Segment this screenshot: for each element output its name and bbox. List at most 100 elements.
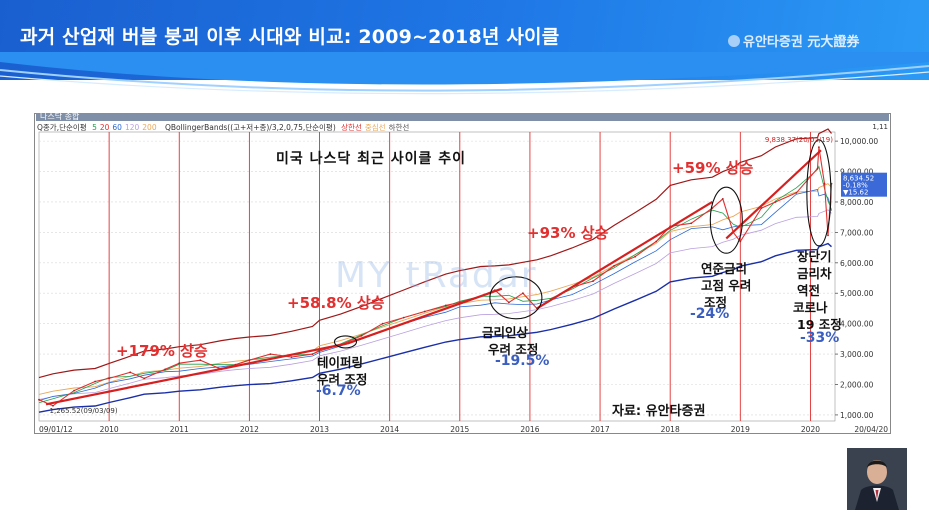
price-point <box>816 167 819 170</box>
x-tick-label: 09/01/12 <box>39 425 73 434</box>
price-point <box>634 255 636 258</box>
price-point <box>444 304 447 307</box>
price-point <box>381 322 384 325</box>
low-marker-label: 1,265.52(09/03/09) <box>50 407 118 415</box>
watermark: MY tRadar <box>335 255 538 296</box>
annotation-gain-179: +179% 상승 <box>116 342 208 360</box>
band-label-2: 하한선 <box>388 123 410 132</box>
annotation-taper-2: 우려 조정 <box>317 372 368 387</box>
y-tick-label: 2,000.00 <box>840 380 874 389</box>
price-point <box>613 265 615 267</box>
x-tick-label: 2013 <box>310 425 329 434</box>
annotation-covid-1: 장단기 <box>797 249 832 264</box>
price-point <box>402 316 405 319</box>
presenter-photo <box>847 448 907 510</box>
x-tick-label: 2016 <box>520 425 539 434</box>
ma-period-20: 20 <box>99 123 110 132</box>
annotation-gain-59: +59% 상승 <box>672 159 754 177</box>
y-tick-label: 7,000.00 <box>840 228 874 237</box>
high-marker-label: 9,838.37(20/02/19) <box>765 136 833 144</box>
y-tick-label: 6,000.00 <box>840 259 874 268</box>
price-point <box>129 371 132 374</box>
trend-line-2016-2018 <box>536 201 713 310</box>
correction-ring-rate <box>489 276 543 320</box>
price-point <box>690 222 693 225</box>
x-tick-label: 2019 <box>731 425 750 434</box>
annotation-covid-pct: -33% <box>800 330 840 346</box>
price-point <box>592 280 594 282</box>
price-point <box>818 146 820 149</box>
annotation-rate-1: 금리인상 <box>482 325 529 340</box>
correction-ring-fed <box>709 186 743 254</box>
trend-line-2009-2013 <box>45 342 348 406</box>
price-point <box>655 240 658 243</box>
brand-logo-icon <box>728 35 740 47</box>
price-point <box>823 182 826 185</box>
price-point <box>269 353 272 355</box>
last-price-label: 8,634.52 <box>843 175 874 183</box>
indicator-label: Q종가,단순이평 <box>37 123 87 132</box>
price-point <box>108 377 110 380</box>
y-tick-label: 9,000.00 <box>840 168 874 177</box>
annotation-rate-pct: -19.5% <box>495 353 550 369</box>
price-point <box>248 359 251 362</box>
x-tick-label: 2012 <box>240 425 259 434</box>
ma-period-120: 120 <box>124 123 140 132</box>
price-point <box>178 362 181 365</box>
price-point <box>423 310 426 313</box>
band-label-1: 중심선 <box>364 123 386 132</box>
bollinger-middle <box>38 183 832 395</box>
annotation-fed-pct: -24% <box>690 306 730 322</box>
annotation-fed-3: 조정 <box>704 295 728 310</box>
panel-title: 나스닥 종합 <box>36 113 889 121</box>
price-point <box>311 353 314 355</box>
correction-ring-taper <box>333 335 358 349</box>
header-wave <box>0 52 929 95</box>
price-point <box>721 198 724 200</box>
bollinger-lower <box>38 242 832 413</box>
price-point <box>360 334 363 337</box>
ma-period-200: 200 <box>142 123 157 132</box>
band-label-list: 상한선 중심선 하한선 <box>341 123 412 132</box>
price-point <box>73 389 75 392</box>
x-tick-label: 2020 <box>801 425 820 434</box>
chart-svg: 1,000.00 2,000.00 3,000.00 4,000.00 5,000.00… <box>38 114 888 434</box>
price-point <box>38 398 40 401</box>
price-point <box>522 292 524 295</box>
chart-frame: 1,000.00 2,000.00 3,000.00 4,000.00 5,000.00… <box>34 113 891 434</box>
y-tick-label: 10,000.00 <box>840 137 878 146</box>
annotation-gain-93: +93% 상승 <box>527 224 609 242</box>
price-point <box>164 368 167 371</box>
annotation-fed-1: 연준금리 <box>701 261 748 276</box>
annotation-fed-2: 고점 우려 <box>701 278 752 293</box>
price-point <box>827 234 829 237</box>
ma-period-5: 5 <box>92 123 97 132</box>
trend-line-2013-2015 <box>347 287 503 345</box>
annotation-gain-58-8: +58.8% 상승 <box>287 294 385 312</box>
y-tick-label: 1,000.00 <box>840 411 874 420</box>
y-tick-label: 4,000.00 <box>840 320 874 329</box>
ma-period-60: 60 <box>112 123 122 132</box>
indicator-row: Q종가,단순이평 5 20 60 120 200 QBollingerBands((고+… <box>37 122 415 133</box>
annotation-taper-1: 테이퍼링 <box>317 355 364 370</box>
price-point <box>795 191 798 194</box>
x-tick-label: 2015 <box>450 425 469 434</box>
chart-heading: 미국 나스닥 최근 사이클 추이 <box>276 151 467 167</box>
last-price-box <box>841 172 887 197</box>
x-tick-label: 2014 <box>380 425 399 434</box>
price-point <box>508 301 510 304</box>
price-point <box>52 404 54 407</box>
last-change-label: -0.18% <box>843 182 868 190</box>
x-tick-label: 20/04/20 <box>854 425 888 434</box>
annotation-covid-2: 금리차 <box>797 266 832 281</box>
brand-logo: 유안타증권 元大證券 <box>728 31 859 50</box>
annotation-taper-pct: -6.7% <box>316 383 361 399</box>
bollinger-upper <box>38 128 832 379</box>
annotation-covid-5: 19 조정 <box>797 317 842 332</box>
annotation-covid-4: 코로나 <box>793 300 828 315</box>
last-change-pts-label: ▼15.62 <box>843 189 868 197</box>
y-tick-label: 5,000.00 <box>840 289 874 298</box>
slide-title: 과거 산업재 버블 붕괴 이후 시대와 비교: 2009~2018년 사이클 <box>20 26 560 48</box>
price-point <box>290 356 293 358</box>
